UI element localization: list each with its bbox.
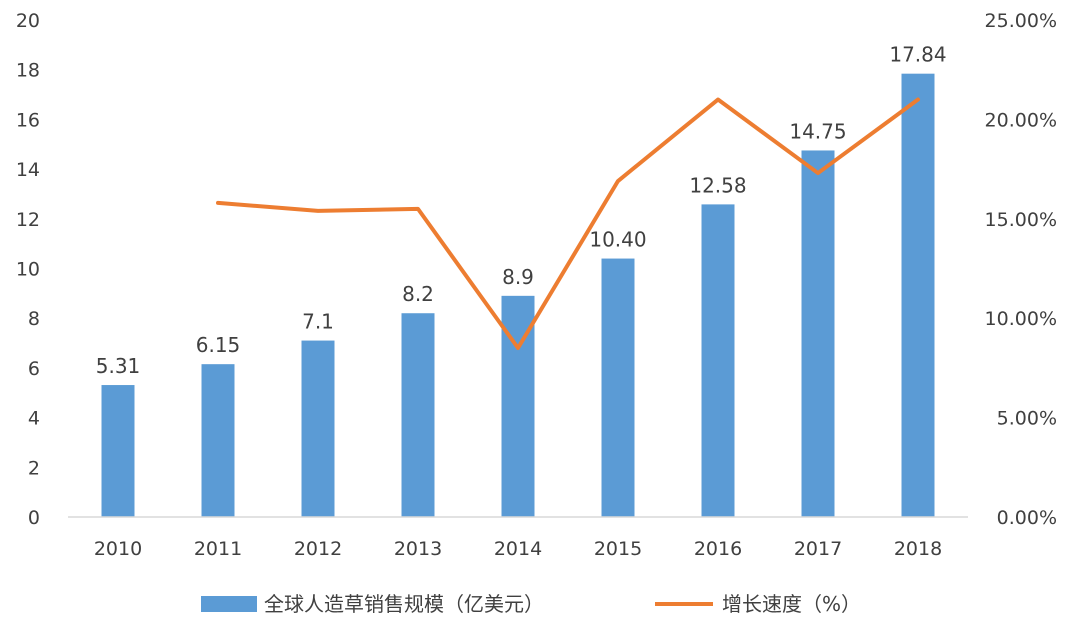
bar	[101, 385, 135, 517]
x-tick-label: 2015	[594, 538, 642, 560]
y-right-tick-label: 10.00%	[985, 308, 1057, 330]
x-tick-label: 2010	[94, 538, 142, 560]
bar-data-label: 5.31	[96, 354, 141, 378]
bar	[401, 313, 435, 517]
y-left-tick-label: 6	[28, 358, 40, 380]
bar	[601, 258, 635, 517]
bar-data-labels: 5.31 6.15 7.1 8.2 8.9 10.40 12.58 14.75 17.84	[96, 43, 947, 378]
legend-bar-label: 全球人造草销售规模（亿美元）	[264, 592, 544, 616]
y-left-tick-label: 14	[16, 159, 40, 181]
x-tick-label: 2013	[394, 538, 442, 560]
legend: 全球人造草销售规模（亿美元） 增长速度（%）	[201, 592, 861, 616]
y-left-tick-label: 2	[28, 457, 40, 479]
bar-data-label: 7.1	[302, 310, 334, 334]
y-right-tick-label: 20.00%	[985, 109, 1057, 131]
x-tick-label: 2014	[494, 538, 542, 560]
line-series	[216, 97, 920, 351]
bar	[701, 204, 735, 517]
y-left-axis: 0 2 4 6 8 10 12 14 16 18 20	[16, 10, 40, 529]
x-tick-label: 2011	[194, 538, 242, 560]
bar	[301, 340, 335, 517]
y-left-tick-label: 18	[16, 60, 40, 82]
legend-line-label: 增长速度（%）	[722, 592, 861, 616]
y-right-tick-label: 5.00%	[997, 408, 1057, 430]
bar-data-label: 8.9	[502, 265, 534, 289]
x-tick-label: 2017	[794, 538, 842, 560]
bar-data-label: 6.15	[196, 333, 241, 357]
bar	[801, 150, 835, 517]
x-axis: 2010 2011 2012 2013 2014 2015 2016 2017 2018	[94, 538, 942, 560]
y-right-tick-label: 25.00%	[985, 10, 1057, 32]
y-left-tick-label: 20	[16, 10, 40, 32]
y-left-tick-label: 16	[16, 109, 40, 131]
y-left-tick-label: 8	[28, 308, 40, 330]
bar-data-label: 14.75	[789, 119, 846, 143]
bar-data-label: 17.84	[889, 43, 946, 67]
bar-series	[101, 73, 935, 518]
y-left-tick-label: 0	[28, 507, 40, 529]
y-left-tick-label: 12	[16, 209, 40, 231]
legend-bar-swatch	[201, 596, 257, 612]
y-right-axis: 0.00% 5.00% 10.00% 15.00% 20.00% 25.00%	[985, 10, 1057, 529]
x-tick-label: 2012	[294, 538, 342, 560]
y-right-tick-label: 0.00%	[997, 507, 1057, 529]
bar-data-label: 10.40	[589, 228, 646, 252]
bar	[201, 364, 235, 517]
growth-line	[216, 97, 920, 351]
y-left-tick-label: 4	[28, 408, 40, 430]
bar	[901, 73, 935, 518]
bar-data-label: 12.58	[689, 173, 746, 197]
bar-data-label: 8.2	[402, 282, 434, 306]
y-left-tick-label: 10	[16, 259, 40, 281]
x-tick-label: 2018	[894, 538, 942, 560]
x-tick-label: 2016	[694, 538, 742, 560]
y-right-tick-label: 15.00%	[985, 209, 1057, 231]
